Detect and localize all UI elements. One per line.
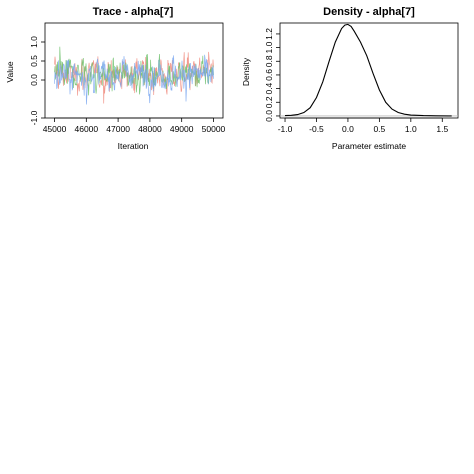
density-y-tick-label: 1.0 <box>264 41 274 53</box>
trace-x-tick-label: 46000 <box>75 124 99 134</box>
trace-x-tick-label: 48000 <box>138 124 162 134</box>
trace-series-group <box>54 46 214 105</box>
density-x-label: Parameter estimate <box>332 141 406 151</box>
density-y-tick-label: 1.2 <box>264 28 274 40</box>
trace-y-tick-label: 0.5 <box>29 55 39 67</box>
density-x-tick-label: 0.0 <box>342 124 354 134</box>
trace-y-tick-label: -1.0 <box>29 110 39 125</box>
trace-x-tick-label: 45000 <box>43 124 67 134</box>
density-y-tick-label: 0.4 <box>264 82 274 94</box>
trace-y-axis: -1.0 0.0 0.5 1.0 <box>29 36 45 125</box>
trace-x-tick-label: 50000 <box>202 124 226 134</box>
trace-y-tick-label: 1.0 <box>29 36 39 48</box>
density-y-axis: 0.0 0.2 0.40.6 0.8 1.01.2 <box>264 28 280 122</box>
trace-series-line <box>54 54 214 105</box>
trace-y-label: Value <box>5 61 15 82</box>
density-curve <box>284 23 452 117</box>
density-y-tick-label: 0.0 <box>264 110 274 122</box>
density-plot-box <box>279 22 459 119</box>
density-x-tick-label: 1.5 <box>436 124 448 134</box>
density-x-tick-label: 1.0 <box>405 124 417 134</box>
density-y-tick-label: 0.8 <box>264 55 274 67</box>
density-plot: Density - alpha[7] -1.0 -0.5 0.0 0.5 1.0 1.5 … <box>241 6 459 151</box>
trace-title: Trace - alpha[7] <box>93 6 174 18</box>
trace-x-axis: 45000 46000 47000 48000 49000 50000 <box>43 117 226 134</box>
trace-plot: Trace - alpha[7] 45000 46000 47000 48000 490… <box>5 6 226 151</box>
trace-x-tick-label: 49000 <box>170 124 194 134</box>
density-x-tick-label: -0.5 <box>309 124 324 134</box>
density-x-axis: -1.0 -0.5 0.0 0.5 1.0 1.5 <box>278 117 448 134</box>
density-x-tick-label: 0.5 <box>373 124 385 134</box>
density-y-label: Density <box>241 57 251 86</box>
density-curve-group <box>284 23 452 117</box>
trace-x-label: Iteration <box>118 141 149 151</box>
trace-x-tick-label: 47000 <box>106 124 130 134</box>
trace-y-tick-label: 0.0 <box>29 74 39 86</box>
density-y-tick-label: 0.6 <box>264 69 274 81</box>
density-x-tick-label: -1.0 <box>278 124 293 134</box>
density-y-tick-label: 0.2 <box>264 96 274 108</box>
density-title: Density - alpha[7] <box>323 6 415 18</box>
